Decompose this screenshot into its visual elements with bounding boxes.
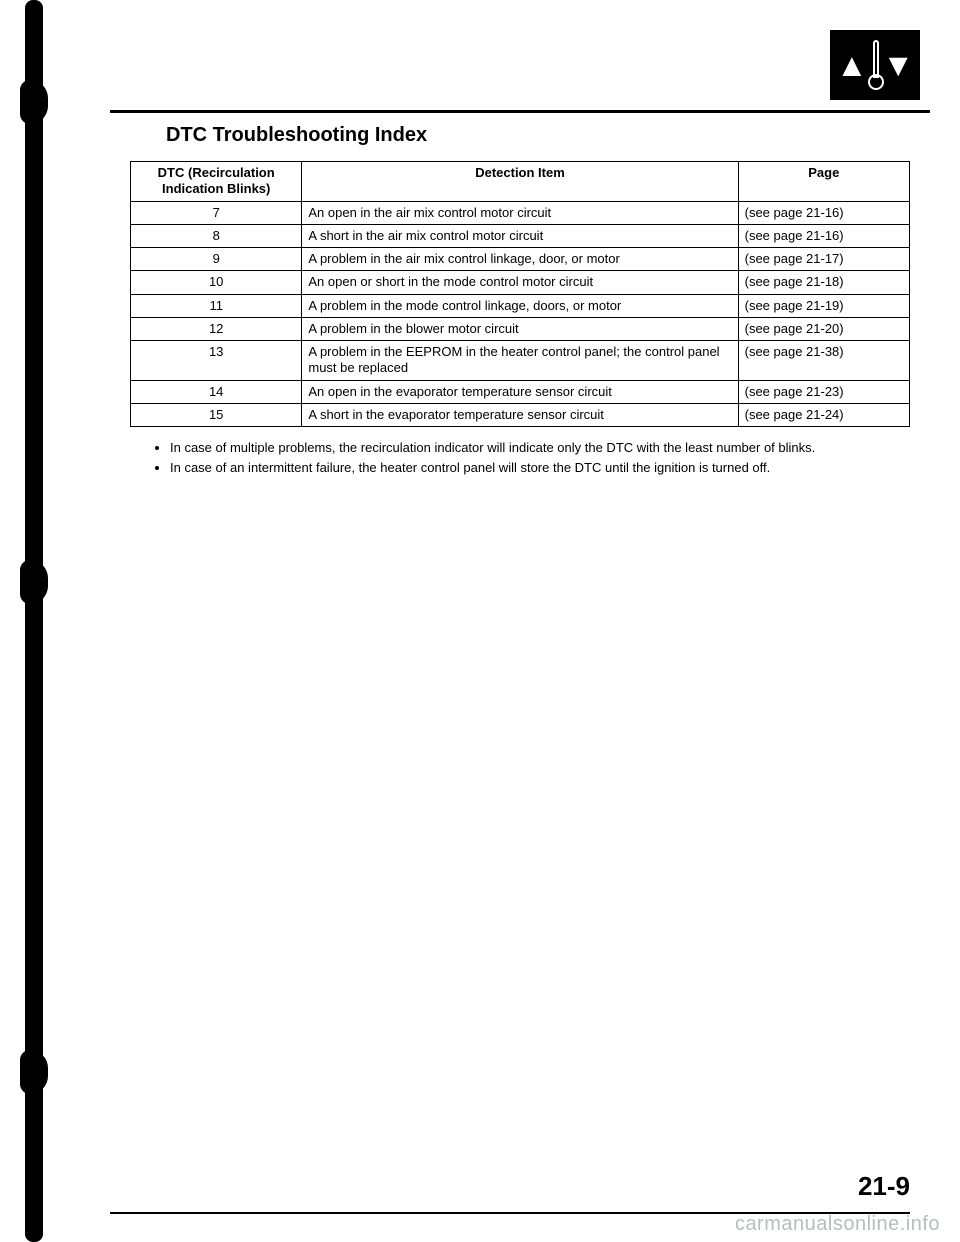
- cell-detection-item: An open in the evaporator temperature se…: [302, 380, 738, 403]
- arrow-down-icon: ▼: [882, 49, 914, 81]
- binding-tab-icon: [20, 560, 48, 604]
- arrow-up-icon: ▲: [836, 49, 868, 81]
- table-row: 10An open or short in the mode control m…: [131, 271, 910, 294]
- col-header-page: Page: [738, 162, 909, 202]
- col-header-dtc: DTC (Recirculation Indication Blinks): [131, 162, 302, 202]
- binding-tab-icon: [20, 80, 48, 124]
- cell-dtc: 10: [131, 271, 302, 294]
- cell-detection-item: A problem in the blower motor circuit: [302, 317, 738, 340]
- table-header-row: DTC (Recirculation Indication Blinks) De…: [131, 162, 910, 202]
- binding-tab-icon: [20, 1050, 48, 1094]
- cell-page-ref: (see page 21-17): [738, 248, 909, 271]
- cell-page-ref: (see page 21-24): [738, 403, 909, 426]
- main-content: DTC Troubleshooting Index DTC (Recircula…: [130, 120, 910, 489]
- cell-detection-item: An open in the air mix control motor cir…: [302, 201, 738, 224]
- cell-dtc: 11: [131, 294, 302, 317]
- header-rule: [110, 110, 930, 113]
- table-row: 12A problem in the blower motor circuit(…: [131, 317, 910, 340]
- cell-dtc: 8: [131, 224, 302, 247]
- thermometer-icon: [868, 40, 883, 90]
- cell-detection-item: A short in the evaporator temperature se…: [302, 403, 738, 426]
- cell-page-ref: (see page 21-16): [738, 224, 909, 247]
- cell-dtc: 14: [131, 380, 302, 403]
- cell-dtc: 7: [131, 201, 302, 224]
- watermark: carmanualsonline.info: [735, 1213, 940, 1236]
- cell-dtc: 12: [131, 317, 302, 340]
- note-item: In case of multiple problems, the recirc…: [170, 439, 910, 457]
- table-row: 13A problem in the EEPROM in the heater …: [131, 341, 910, 381]
- cell-page-ref: (see page 21-23): [738, 380, 909, 403]
- hvac-section-icon: ▲ ▼: [830, 30, 920, 100]
- page-body: ▲ ▼ DTC Troubleshooting Index DTC (Recir…: [50, 0, 950, 1242]
- cell-page-ref: (see page 21-38): [738, 341, 909, 381]
- page-title: DTC Troubleshooting Index: [166, 124, 910, 147]
- cell-detection-item: An open or short in the mode control mot…: [302, 271, 738, 294]
- table-row: 11A problem in the mode control linkage,…: [131, 294, 910, 317]
- cell-dtc: 15: [131, 403, 302, 426]
- page-number: 21-9: [858, 1171, 910, 1202]
- dtc-index-table: DTC (Recirculation Indication Blinks) De…: [130, 161, 910, 427]
- table-row: 9A problem in the air mix control linkag…: [131, 248, 910, 271]
- table-row: 14An open in the evaporator temperature …: [131, 380, 910, 403]
- cell-page-ref: (see page 21-20): [738, 317, 909, 340]
- cell-detection-item: A problem in the EEPROM in the heater co…: [302, 341, 738, 381]
- page-binding: [0, 0, 50, 1242]
- cell-dtc: 9: [131, 248, 302, 271]
- table-row: 15A short in the evaporator temperature …: [131, 403, 910, 426]
- col-header-item: Detection Item: [302, 162, 738, 202]
- cell-page-ref: (see page 21-16): [738, 201, 909, 224]
- cell-page-ref: (see page 21-19): [738, 294, 909, 317]
- cell-detection-item: A problem in the air mix control linkage…: [302, 248, 738, 271]
- cell-detection-item: A short in the air mix control motor cir…: [302, 224, 738, 247]
- table-row: 8A short in the air mix control motor ci…: [131, 224, 910, 247]
- cell-dtc: 13: [131, 341, 302, 381]
- cell-detection-item: A problem in the mode control linkage, d…: [302, 294, 738, 317]
- notes-list: In case of multiple problems, the recirc…: [130, 439, 910, 476]
- table-row: 7An open in the air mix control motor ci…: [131, 201, 910, 224]
- cell-page-ref: (see page 21-18): [738, 271, 909, 294]
- note-item: In case of an intermittent failure, the …: [170, 459, 910, 477]
